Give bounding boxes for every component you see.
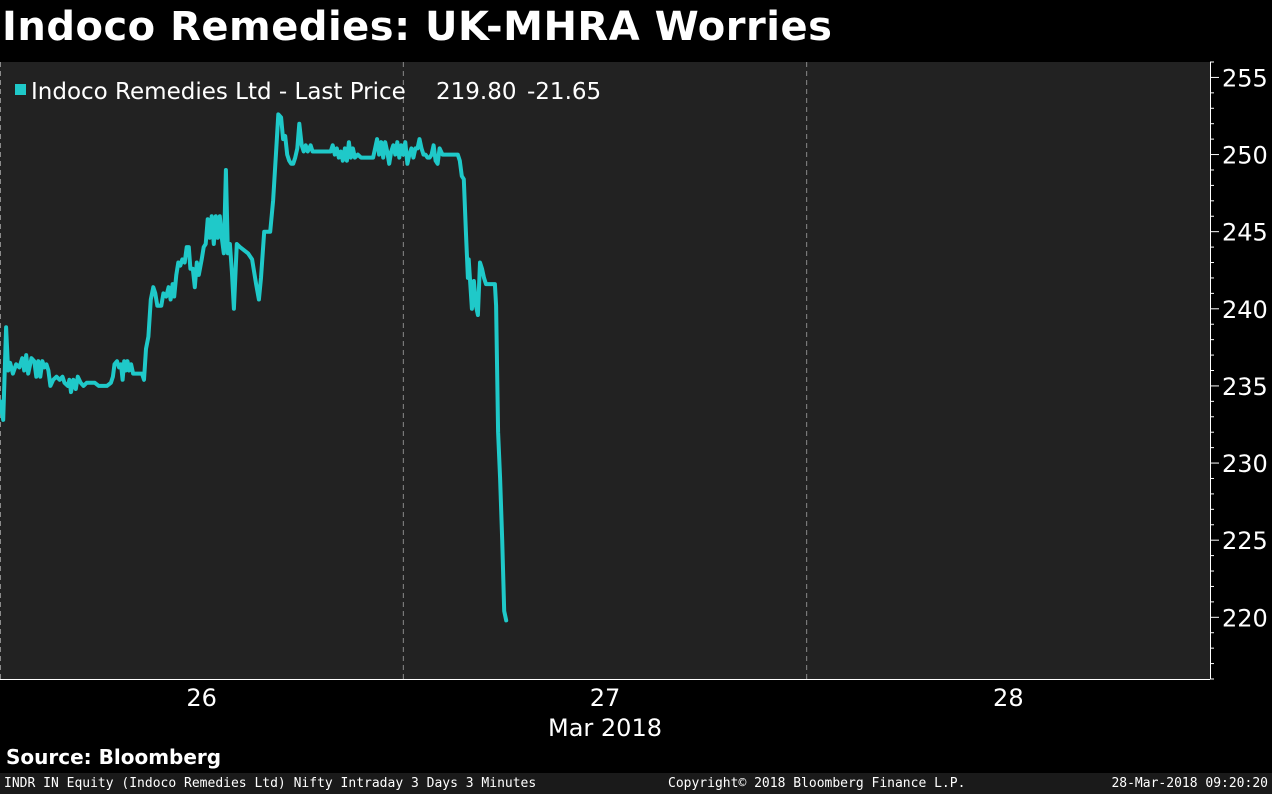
x-axis: 26 27 28 Mar 2018 xyxy=(0,679,1210,742)
y-tick-label: 255 xyxy=(1222,64,1268,92)
legend-last-price: 219.80 xyxy=(436,79,516,105)
y-tick-label: 250 xyxy=(1222,142,1268,170)
x-tick-label: 27 xyxy=(590,684,621,712)
legend: Indoco Remedies Ltd - Last Price 219.80 … xyxy=(15,79,601,105)
legend-price-change: -21.65 xyxy=(527,79,601,105)
price-series-line xyxy=(0,112,509,623)
footer-copyright: Copyright© 2018 Bloomberg Finance L.P. xyxy=(668,776,966,791)
footer-ticker-info: INDR IN Equity (Indoco Remedies Ltd) Nif… xyxy=(4,776,537,791)
x-axis-month-label: Mar 2018 xyxy=(548,714,662,742)
y-tick-label: 235 xyxy=(1222,373,1268,401)
y-tick-label: 225 xyxy=(1222,527,1268,555)
session-boundaries xyxy=(0,62,808,679)
x-tick-label: 26 xyxy=(186,684,217,712)
footer-timestamp: 28-Mar-2018 09:20:20 xyxy=(1111,776,1268,791)
legend-series-name: Indoco Remedies Ltd - Last Price xyxy=(31,79,406,105)
y-tick-label: 220 xyxy=(1222,604,1268,632)
y-tick-label: 240 xyxy=(1222,296,1268,324)
page-title: Indoco Remedies: UK-MHRA Worries xyxy=(2,4,833,50)
y-axis: 220 225 230 235 240 245 250 255 xyxy=(1210,61,1268,680)
footer-bar: INDR IN Equity (Indoco Remedies Ltd) Nif… xyxy=(0,773,1272,794)
y-tick-label: 245 xyxy=(1222,219,1268,247)
x-tick-label: 28 xyxy=(993,684,1024,712)
source-label: Source: Bloomberg xyxy=(6,745,222,769)
plot-area xyxy=(0,62,1210,679)
y-tick-label: 230 xyxy=(1222,450,1268,478)
legend-swatch xyxy=(15,84,26,95)
